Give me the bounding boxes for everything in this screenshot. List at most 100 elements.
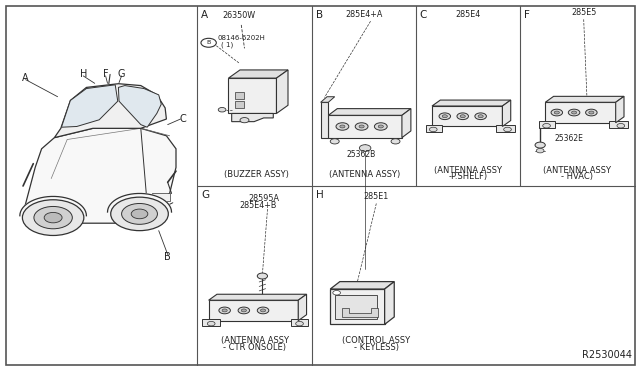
Text: A: A [201,10,208,20]
Circle shape [589,111,594,114]
Text: (ANTENNA ASSY: (ANTENNA ASSY [221,336,289,345]
Text: C: C [420,10,428,20]
Polygon shape [502,100,511,126]
Text: G: G [201,190,209,201]
Polygon shape [321,102,328,138]
Text: (CONTROL ASSY: (CONTROL ASSY [342,336,410,345]
Circle shape [238,307,250,314]
Polygon shape [291,319,308,326]
Bar [328,115,402,138]
Circle shape [131,209,148,219]
Bar [235,101,244,108]
Text: - KEYLESS): - KEYLESS) [354,343,399,352]
Text: - HVAC): - HVAC) [561,172,593,181]
Circle shape [391,139,400,144]
Polygon shape [321,97,335,102]
Text: 08146-6202H: 08146-6202H [218,35,266,41]
Circle shape [111,197,168,231]
Circle shape [457,113,468,120]
Circle shape [201,38,216,47]
Circle shape [374,123,387,130]
Bar [235,92,244,99]
Circle shape [296,321,303,326]
Circle shape [240,118,249,123]
Polygon shape [609,121,628,128]
Circle shape [460,115,465,118]
Polygon shape [20,196,86,216]
Polygon shape [118,86,161,127]
Text: G: G [118,70,125,79]
Polygon shape [426,125,442,132]
Text: 285E4: 285E4 [455,10,481,19]
Bar [209,300,298,321]
Polygon shape [54,84,166,138]
Circle shape [536,148,544,153]
Polygon shape [342,308,378,317]
Circle shape [336,123,349,130]
Bar [152,193,170,201]
Text: 26350W: 26350W [222,12,255,20]
Circle shape [260,309,266,312]
Polygon shape [61,85,118,127]
Text: C: C [179,114,186,124]
Text: H: H [316,190,324,201]
Circle shape [475,113,486,120]
Polygon shape [328,109,411,115]
Text: B: B [316,10,323,20]
Text: 285E5: 285E5 [571,8,596,17]
Circle shape [359,125,364,128]
Circle shape [360,145,371,151]
Text: R2530044: R2530044 [582,350,632,360]
Circle shape [572,111,577,114]
Polygon shape [202,319,220,326]
Circle shape [378,125,383,128]
Polygon shape [108,193,172,212]
Polygon shape [228,70,288,78]
Circle shape [22,200,84,235]
Circle shape [241,309,246,312]
Circle shape [429,127,437,132]
Circle shape [586,109,597,116]
Text: (ANTENNA ASSY): (ANTENNA ASSY) [328,170,400,179]
Text: (ANTENNA ASSY: (ANTENNA ASSY [434,166,502,175]
Circle shape [257,307,269,314]
Circle shape [257,273,268,279]
Circle shape [543,124,550,128]
Circle shape [122,203,157,224]
Circle shape [207,321,215,326]
Text: F: F [103,70,108,79]
Bar [545,102,616,123]
Polygon shape [276,70,288,113]
Text: 25362E: 25362E [555,134,584,143]
Circle shape [330,139,339,144]
Circle shape [554,111,559,114]
Circle shape [551,109,563,116]
Text: (ANTENNA ASSY: (ANTENNA ASSY [543,166,611,175]
Bar [335,295,377,319]
Polygon shape [232,113,273,122]
Circle shape [219,307,230,314]
Text: -P.SHELF): -P.SHELF) [448,172,488,181]
Text: 285E4+A: 285E4+A [346,10,383,19]
Circle shape [34,206,72,229]
Circle shape [333,291,340,295]
Circle shape [222,309,227,312]
Circle shape [568,109,580,116]
Polygon shape [22,128,176,223]
Text: 25362B: 25362B [346,150,376,159]
Text: F: F [524,10,529,20]
Circle shape [535,142,545,148]
Text: 28595A: 28595A [249,194,280,203]
Circle shape [504,127,511,132]
Circle shape [478,115,483,118]
Polygon shape [496,125,515,132]
Text: H: H [79,70,87,79]
Text: 285E1: 285E1 [364,192,389,201]
Text: A: A [22,73,29,83]
Text: (BUZZER ASSY): (BUZZER ASSY) [223,170,289,179]
Bar [228,78,276,113]
Circle shape [617,124,625,128]
Circle shape [218,108,226,112]
Polygon shape [209,294,307,300]
Polygon shape [432,100,511,106]
